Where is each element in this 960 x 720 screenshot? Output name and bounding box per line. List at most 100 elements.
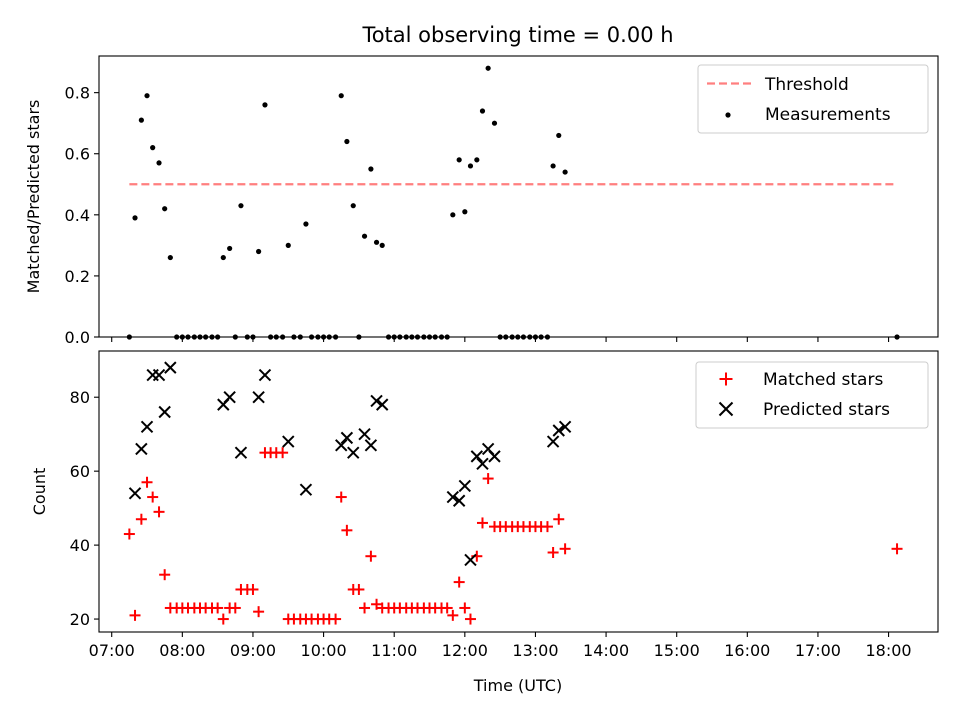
legend-measurements-label: Measurements — [765, 105, 891, 125]
predicted-stars-markers — [128, 361, 572, 567]
count-xtick-label: 17:00 — [795, 641, 841, 660]
count-xtick-label: 08:00 — [159, 641, 205, 660]
count-panel: 20 40 60 80 07:00 08:00 09:00 10:00 11:00 12:00 13… — [30, 350, 939, 695]
measurement-point — [562, 169, 568, 175]
matched-star-marker — [212, 602, 224, 614]
count-ytick-label: 60 — [70, 462, 90, 481]
measurement-point — [456, 157, 462, 163]
matched-star-marker — [129, 609, 141, 621]
matched-star-marker — [353, 583, 365, 595]
predicted-star-marker — [476, 457, 489, 470]
figure-title: Total observing time = 0.00 h — [361, 23, 673, 47]
count-xtick-label: 10:00 — [301, 641, 347, 660]
predicted-star-marker — [140, 420, 154, 434]
predicted-star-marker — [470, 450, 484, 463]
ratio-panel-frame — [98, 55, 939, 338]
legend-predicted-swatch — [718, 401, 734, 417]
count-xtick-label: 09:00 — [230, 641, 276, 660]
predicted-star-marker — [375, 398, 389, 411]
matched-star-marker — [277, 447, 289, 459]
count-xtick-label: 07:00 — [89, 641, 135, 660]
count-legend: Matched stars Predicted stars — [695, 361, 929, 429]
ratio-ytick-label: 0.2 — [65, 267, 90, 286]
matched-star-marker — [464, 613, 476, 625]
measurement-point — [485, 65, 491, 71]
matched-star-marker — [135, 513, 147, 525]
count-xtick-label: 12:00 — [442, 641, 488, 660]
measurement-point — [150, 145, 156, 151]
matched-star-marker — [553, 513, 565, 525]
count-xtick-label: 13:00 — [512, 641, 558, 660]
ratio-ytick-label: 0.8 — [65, 84, 90, 103]
measurement-point — [227, 245, 233, 252]
ratio-legend: Threshold Measurements — [697, 64, 929, 134]
predicted-star-marker — [552, 424, 565, 437]
count-legend-box — [695, 361, 929, 429]
matched-star-marker — [359, 602, 371, 614]
predicted-star-marker — [370, 394, 383, 408]
matched-star-marker — [453, 576, 465, 588]
measurement-point — [132, 215, 138, 221]
measurement-point — [491, 120, 498, 126]
matched-star-marker — [365, 550, 377, 562]
matched-star-marker — [247, 583, 259, 595]
predicted-star-marker — [128, 487, 142, 500]
count-ytick-label: 80 — [70, 388, 90, 407]
predicted-star-marker — [234, 446, 248, 459]
matched-star-marker — [141, 476, 153, 488]
measurement-point — [138, 117, 144, 123]
predicted-star-marker — [335, 439, 348, 452]
ratio-ytick-label: 0.0 — [65, 328, 90, 347]
count-ytick-label: 20 — [70, 610, 90, 629]
legend-measurements-swatch — [725, 112, 731, 118]
count-panel-xlabel: Time (UTC) — [473, 676, 562, 695]
matched-star-marker — [217, 613, 229, 625]
matched-star-marker — [253, 606, 265, 618]
count-panel-frame — [98, 350, 939, 633]
matched-star-marker — [330, 613, 342, 625]
legend-matched-label: Matched stars — [763, 370, 883, 390]
predicted-star-marker — [282, 435, 295, 448]
predicted-star-marker — [135, 442, 148, 456]
measurement-point — [450, 212, 456, 218]
measurement-point — [338, 93, 344, 99]
measurement-point — [156, 160, 162, 166]
measurement-point — [350, 203, 356, 209]
matched-star-marker — [123, 528, 135, 540]
predicted-star-marker — [158, 405, 171, 419]
matched-star-marker — [541, 521, 553, 533]
predicted-star-marker — [446, 490, 460, 504]
predicted-star-marker — [458, 479, 472, 493]
measurement-point — [379, 242, 385, 248]
ratio-panel: 0.00.20.40.60.8 Matched/Predicted stars … — [24, 55, 939, 347]
matched-star-marker — [341, 524, 353, 536]
predicted-star-marker — [347, 446, 360, 459]
matched-star-marker — [447, 609, 459, 621]
measurement-point — [474, 157, 480, 163]
measurement-point — [550, 163, 556, 169]
predicted-star-marker — [164, 361, 177, 374]
matched-star-marker — [371, 598, 383, 610]
predicted-star-marker — [452, 494, 466, 507]
measurement-point — [167, 254, 173, 261]
count-xtick-label: 18:00 — [866, 641, 912, 660]
measurement-point — [256, 248, 262, 255]
matched-star-marker — [153, 506, 165, 518]
predicted-star-marker — [364, 439, 378, 452]
measurement-point — [262, 102, 268, 108]
ratio-ytick-label: 0.6 — [65, 145, 90, 164]
matched-star-marker — [459, 602, 471, 614]
predicted-star-marker — [546, 435, 560, 448]
legend-matched-swatch — [719, 372, 733, 386]
measurement-point — [462, 209, 468, 215]
matched-star-marker — [335, 491, 347, 503]
predicted-star-marker — [258, 368, 272, 382]
count-ytick-label: 40 — [70, 536, 90, 555]
matched-star-marker — [482, 473, 494, 485]
count-xtick-label: 11:00 — [371, 641, 417, 660]
count-panel-ticks: 20 40 60 80 07:00 08:00 09:00 10:00 11:00 12:00 13… — [70, 388, 912, 660]
measurement-point — [162, 206, 168, 212]
ratio-legend-box — [697, 64, 929, 134]
ratio-panel-ylabel: Matched/Predicted stars — [24, 100, 43, 294]
